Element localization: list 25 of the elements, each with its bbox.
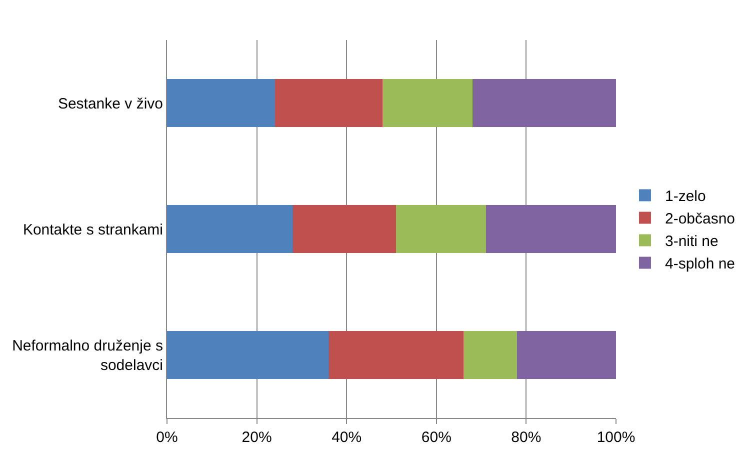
x-tick-label: 40% — [332, 429, 362, 446]
x-tick-label: 100% — [596, 429, 636, 446]
bar — [472, 79, 616, 127]
bar — [167, 331, 329, 379]
legend-label: 2-občasno — [664, 210, 736, 228]
x-tick-label: 0% — [156, 429, 178, 446]
bar — [396, 205, 486, 253]
bar — [328, 331, 464, 379]
y-tick-label: Neformalno druženje s sodelavci — [12, 338, 163, 374]
bar — [292, 205, 396, 253]
x-tick-label: 60% — [421, 429, 452, 446]
legend-label: 4-sploh ne — [664, 256, 736, 273]
bar — [382, 79, 472, 127]
legend-label: 3-niti ne — [664, 233, 718, 250]
y-tick-label: Kontakte s strankami — [22, 221, 163, 238]
bar — [274, 79, 383, 127]
x-tick-label: 20% — [242, 429, 272, 446]
bar — [463, 331, 518, 379]
bar — [486, 205, 616, 253]
bar — [167, 205, 293, 253]
legend-label: 1-zelo — [664, 188, 706, 206]
x-tick-label: 80% — [511, 429, 542, 446]
y-tick-label: Sestanke v živo — [58, 95, 163, 112]
bar — [167, 79, 275, 127]
bar — [517, 331, 616, 379]
